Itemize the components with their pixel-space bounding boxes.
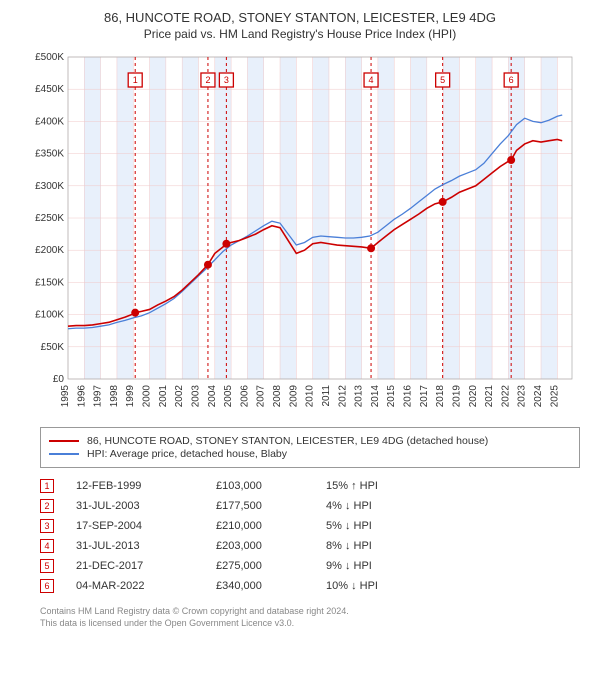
legend-row-1: 86, HUNCOTE ROAD, STONEY STANTON, LEICES… xyxy=(49,435,571,447)
legend-row-2: HPI: Average price, detached house, Blab… xyxy=(49,448,571,460)
sale-price: £210,000 xyxy=(216,520,326,532)
sale-price: £103,000 xyxy=(216,480,326,492)
svg-text:1999: 1999 xyxy=(125,385,136,408)
sale-price: £340,000 xyxy=(216,580,326,592)
svg-text:2010: 2010 xyxy=(305,385,316,408)
svg-text:2014: 2014 xyxy=(370,385,381,408)
svg-text:£500K: £500K xyxy=(35,52,64,63)
sale-diff: 10% ↓ HPI xyxy=(326,580,436,592)
svg-text:2011: 2011 xyxy=(321,385,332,407)
legend: 86, HUNCOTE ROAD, STONEY STANTON, LEICES… xyxy=(40,427,580,468)
svg-text:2022: 2022 xyxy=(500,385,511,408)
sale-price: £177,500 xyxy=(216,500,326,512)
chart-svg: £0 £50K £100K £150K £200K £250K £300K £350K £400… xyxy=(20,49,580,419)
svg-text:£450K: £450K xyxy=(35,84,64,95)
svg-text:2008: 2008 xyxy=(272,385,283,408)
chart-container: £0 £50K £100K £150K £200K £250K £300K £350K £400… xyxy=(20,49,580,419)
sale-marker-icon: 1 xyxy=(40,479,54,493)
svg-text:2: 2 xyxy=(205,75,210,85)
svg-text:1: 1 xyxy=(133,75,138,85)
svg-text:2012: 2012 xyxy=(337,385,348,408)
sale-date: 21-DEC-2017 xyxy=(76,560,216,572)
svg-text:2000: 2000 xyxy=(142,385,153,408)
sale-diff: 9% ↓ HPI xyxy=(326,560,436,572)
svg-text:£50K: £50K xyxy=(41,342,65,353)
sales-row: 6 04-MAR-2022£340,00010% ↓ HPI xyxy=(40,576,580,596)
svg-text:£300K: £300K xyxy=(35,181,64,192)
svg-text:2002: 2002 xyxy=(174,385,185,408)
sale-diff: 15% ↑ HPI xyxy=(326,480,436,492)
sale-diff: 4% ↓ HPI xyxy=(326,500,436,512)
svg-text:4: 4 xyxy=(369,75,374,85)
legend-label-2: HPI: Average price, detached house, Blab… xyxy=(87,448,287,460)
footer: Contains HM Land Registry data © Crown c… xyxy=(40,606,580,629)
svg-text:2013: 2013 xyxy=(354,385,365,408)
svg-text:2006: 2006 xyxy=(239,385,250,408)
svg-text:2005: 2005 xyxy=(223,385,234,408)
sale-marker-icon: 4 xyxy=(40,539,54,553)
sales-table: 1 12-FEB-1999£103,00015% ↑ HPI 2 31-JUL-200… xyxy=(40,476,580,596)
svg-text:1997: 1997 xyxy=(93,385,104,408)
chart-subtitle: Price paid vs. HM Land Registry's House … xyxy=(10,27,590,41)
svg-text:2020: 2020 xyxy=(468,385,479,408)
svg-text:2021: 2021 xyxy=(484,385,495,408)
svg-text:2015: 2015 xyxy=(386,385,397,408)
sales-row: 4 31-JUL-2013£203,0008% ↓ HPI xyxy=(40,536,580,556)
legend-swatch-1 xyxy=(49,440,79,442)
svg-text:2017: 2017 xyxy=(419,385,430,408)
footer-line-2: This data is licensed under the Open Gov… xyxy=(40,618,580,630)
sale-date: 17-SEP-2004 xyxy=(76,520,216,532)
chart-title: 86, HUNCOTE ROAD, STONEY STANTON, LEICES… xyxy=(10,10,590,25)
svg-text:2001: 2001 xyxy=(158,385,169,408)
svg-text:£350K: £350K xyxy=(35,149,64,160)
svg-text:2019: 2019 xyxy=(451,385,462,408)
sale-diff: 8% ↓ HPI xyxy=(326,540,436,552)
svg-text:2024: 2024 xyxy=(533,385,544,408)
svg-text:£250K: £250K xyxy=(35,213,64,224)
svg-text:£0: £0 xyxy=(53,374,65,385)
sale-marker-icon: 5 xyxy=(40,559,54,573)
svg-text:3: 3 xyxy=(224,75,229,85)
svg-text:2003: 2003 xyxy=(190,385,201,408)
sale-price: £203,000 xyxy=(216,540,326,552)
sale-date: 31-JUL-2013 xyxy=(76,540,216,552)
sale-price: £275,000 xyxy=(216,560,326,572)
sale-date: 12-FEB-1999 xyxy=(76,480,216,492)
svg-text:2023: 2023 xyxy=(517,385,528,408)
svg-text:1998: 1998 xyxy=(109,385,120,408)
svg-text:£150K: £150K xyxy=(35,277,64,288)
sale-diff: 5% ↓ HPI xyxy=(326,520,436,532)
sale-date: 31-JUL-2003 xyxy=(76,500,216,512)
svg-text:5: 5 xyxy=(440,75,445,85)
svg-text:2016: 2016 xyxy=(403,385,414,408)
svg-text:2007: 2007 xyxy=(256,385,267,408)
sale-marker-icon: 3 xyxy=(40,519,54,533)
sales-row: 1 12-FEB-1999£103,00015% ↑ HPI xyxy=(40,476,580,496)
svg-text:£100K: £100K xyxy=(35,310,64,321)
legend-label-1: 86, HUNCOTE ROAD, STONEY STANTON, LEICES… xyxy=(87,435,488,447)
footer-line-1: Contains HM Land Registry data © Crown c… xyxy=(40,606,580,618)
svg-text:2018: 2018 xyxy=(435,385,446,408)
legend-swatch-2 xyxy=(49,453,79,455)
sale-marker-icon: 2 xyxy=(40,499,54,513)
svg-text:1995: 1995 xyxy=(60,385,71,408)
svg-text:2025: 2025 xyxy=(549,385,560,408)
svg-text:£200K: £200K xyxy=(35,245,64,256)
sales-row: 2 31-JUL-2003£177,5004% ↓ HPI xyxy=(40,496,580,516)
sale-marker-icon: 6 xyxy=(40,579,54,593)
sales-row: 3 17-SEP-2004£210,0005% ↓ HPI xyxy=(40,516,580,536)
svg-text:6: 6 xyxy=(509,75,514,85)
sale-date: 04-MAR-2022 xyxy=(76,580,216,592)
sales-row: 5 21-DEC-2017£275,0009% ↓ HPI xyxy=(40,556,580,576)
svg-text:2009: 2009 xyxy=(288,385,299,408)
svg-text:£400K: £400K xyxy=(35,116,64,127)
svg-text:1996: 1996 xyxy=(76,385,87,408)
svg-text:2004: 2004 xyxy=(207,385,218,408)
